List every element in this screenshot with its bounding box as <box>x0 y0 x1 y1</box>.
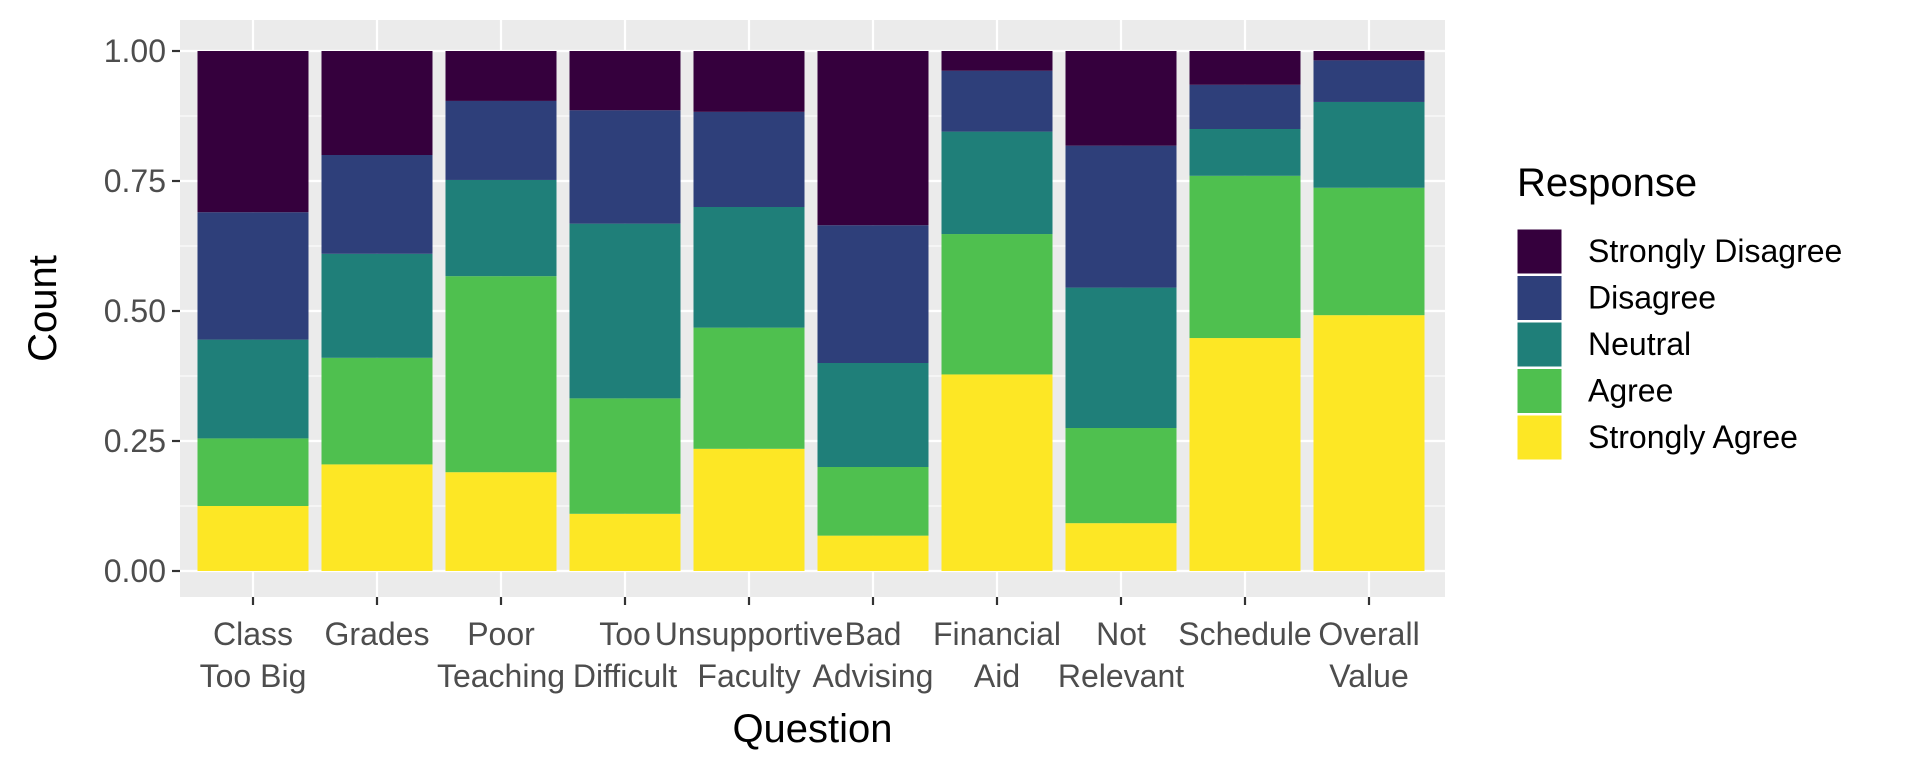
legend-label: Strongly Disagree <box>1588 233 1842 269</box>
bar-segment <box>569 110 681 224</box>
bar-segment <box>693 111 805 207</box>
bar-segment <box>941 51 1053 71</box>
bar-segment <box>321 253 433 358</box>
bar-segment <box>445 472 557 571</box>
y-axis-title: Count <box>21 255 65 362</box>
bar-segment <box>1313 51 1425 61</box>
bars <box>197 51 1425 571</box>
bar-segment <box>569 513 681 571</box>
bar-segment <box>1313 101 1425 188</box>
bar-segment <box>1065 523 1177 571</box>
bar-segment <box>941 70 1053 132</box>
bar-segment <box>1313 60 1425 102</box>
bar-segment <box>197 438 309 506</box>
bar-segment <box>817 467 929 536</box>
bar-segment <box>817 363 929 467</box>
bar-segment <box>321 464 433 571</box>
x-tick-label: Overall Value <box>1318 616 1419 694</box>
bar-segment <box>197 339 309 439</box>
bar-segment <box>693 327 805 449</box>
bar-segment <box>693 207 805 328</box>
legend-title: Response <box>1517 161 1697 205</box>
bar-segment <box>197 506 309 571</box>
bar-segment <box>445 179 557 277</box>
bar-segment <box>1189 175 1301 339</box>
y-axis: 0.00 0.25 0.50 0.75 1.00 <box>104 33 180 589</box>
legend: Response Strongly Disagree Disagree Neutra… <box>1516 161 1842 461</box>
bar-segment <box>817 225 929 363</box>
bar-segment <box>817 535 929 571</box>
bar-segment <box>569 398 681 514</box>
x-tick-label: Unsupportive Faculty <box>655 616 844 694</box>
bar-segment <box>445 276 557 473</box>
bar-segment <box>1065 428 1177 524</box>
legend-swatch <box>1516 414 1563 461</box>
bar-segment <box>941 131 1053 235</box>
x-tick-label: Class Too Big <box>200 616 307 694</box>
bar-segment <box>693 448 805 571</box>
bar-segment <box>1313 315 1425 571</box>
bar-segment <box>1313 187 1425 316</box>
legend-swatch <box>1516 275 1563 321</box>
x-tick-label: Financial Aid <box>933 616 1061 694</box>
y-tick-label: 0.00 <box>104 553 166 589</box>
y-tick-label: 1.00 <box>104 33 166 69</box>
x-tick-label: Not Relevant <box>1058 616 1184 694</box>
bar-segment <box>321 357 433 465</box>
x-tick-label: Poor Teaching <box>437 616 565 694</box>
bar-segment <box>941 374 1053 571</box>
bar-segment <box>197 51 309 213</box>
bar-segment <box>1189 84 1301 129</box>
x-axis-title: Question <box>732 707 892 751</box>
legend-label: Strongly Agree <box>1588 419 1798 455</box>
bar-segment <box>817 51 929 226</box>
bar-segment <box>1189 51 1301 85</box>
bar-segment <box>321 51 433 155</box>
x-tick-label: Bad Advising <box>813 616 934 694</box>
x-tick-label: Grades <box>325 616 430 652</box>
bar-segment <box>941 234 1053 375</box>
legend-swatch <box>1516 321 1563 368</box>
bar-segment <box>693 51 805 112</box>
bar-segment <box>1065 145 1177 288</box>
legend-label: Neutral <box>1588 326 1691 362</box>
bar-segment <box>1065 287 1177 428</box>
bar-segment <box>445 51 557 101</box>
legend-swatch <box>1516 368 1563 414</box>
legend-label: Agree <box>1588 373 1673 409</box>
x-tick-label: Schedule <box>1178 616 1311 652</box>
y-tick-label: 0.25 <box>104 423 166 459</box>
bar-segment <box>197 212 309 340</box>
bar-segment <box>1065 51 1177 146</box>
y-tick-label: 0.75 <box>104 163 166 199</box>
x-tick-label: Too Difficult <box>573 616 677 694</box>
bar-segment <box>1189 129 1301 176</box>
bar-segment <box>569 51 681 111</box>
legend-label: Disagree <box>1588 280 1716 316</box>
bar-segment <box>445 100 557 180</box>
bar-segment <box>569 223 681 399</box>
bar-segment <box>1189 338 1301 571</box>
bar-segment <box>321 155 433 254</box>
y-tick-label: 0.50 <box>104 293 166 329</box>
legend-swatch <box>1516 228 1563 275</box>
